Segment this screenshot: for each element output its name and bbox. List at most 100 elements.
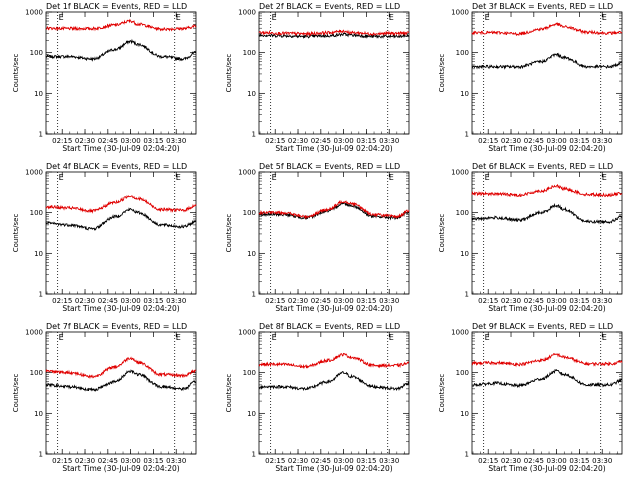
x-tick-label: 03:00 [334, 137, 354, 145]
y-tick-label: 100 [30, 369, 43, 377]
y-axis-label: Counts/sec [225, 54, 233, 93]
series-line-lld [258, 352, 410, 370]
detector-panel-3: Det 3f BLACK = Events, RED = LLD 1 10 100 10… [438, 2, 623, 153]
x-tick-label: 02:30 [75, 297, 95, 305]
y-tick-label: 100 [30, 49, 43, 57]
detector-panel-5: Det 5f BLACK = Events, RED = LLD 1 10 100 10… [225, 162, 410, 313]
series-line-events [471, 202, 623, 225]
y-axis-label: Counts/sec [438, 214, 446, 253]
x-tick-label: 03:30 [166, 137, 186, 145]
event-marker-label: E [602, 13, 607, 22]
y-axis-label: Counts/sec [225, 214, 233, 253]
detector-panel-9: Det 9f BLACK = Events, RED = LLD 1 10 100 10… [438, 322, 623, 473]
x-tick-label: 03:30 [166, 457, 186, 465]
detector-panel-1: Det 1f BLACK = Events, RED = LLD 1 10 100 10… [12, 2, 197, 153]
x-tick-label: 02:15 [265, 297, 285, 305]
event-marker-label: E [272, 173, 277, 182]
x-tick-label: 02:15 [478, 137, 498, 145]
y-tick-label: 100 [456, 369, 469, 377]
x-tick-label: 03:15 [569, 137, 589, 145]
series-line-events [258, 371, 410, 392]
detector-panel-7: Det 7f BLACK = Events, RED = LLD 1 10 100 10… [12, 322, 197, 473]
panel-title: Det 4f BLACK = Events, RED = LLD [46, 162, 187, 171]
x-tick-label: 03:30 [379, 457, 399, 465]
x-tick-label: 03:00 [334, 297, 354, 305]
x-tick-label: 03:00 [547, 297, 567, 305]
x-axis-label: Start Time (30-Jul-09 02:04:20) [275, 464, 392, 473]
event-marker-label: E [485, 13, 490, 22]
plot-frame [258, 331, 410, 455]
event-marker-label: E [176, 173, 181, 182]
y-axis-label: Counts/sec [12, 214, 20, 253]
plot-frame [45, 331, 197, 455]
plot-frame [45, 171, 197, 295]
x-tick-label: 02:45 [311, 137, 331, 145]
panel-title: Det 5f BLACK = Events, RED = LLD [259, 162, 400, 171]
series-line-lld [471, 353, 623, 368]
x-tick-label: 02:45 [98, 297, 118, 305]
x-tick-label: 03:30 [379, 297, 399, 305]
x-tick-label: 02:30 [501, 297, 521, 305]
y-tick-label: 100 [456, 209, 469, 217]
y-tick-label: 1000 [238, 9, 256, 17]
detector-panel-4: Det 4f BLACK = Events, RED = LLD 1 10 100 10… [12, 162, 197, 313]
panel-title: Det 9f BLACK = Events, RED = LLD [472, 322, 613, 331]
y-tick-label: 1 [39, 291, 43, 299]
x-tick-label: 03:15 [569, 297, 589, 305]
x-tick-label: 03:30 [592, 457, 612, 465]
panel-title: Det 7f BLACK = Events, RED = LLD [46, 322, 187, 331]
x-tick-label: 02:30 [75, 457, 95, 465]
y-tick-label: 1000 [238, 169, 256, 177]
x-tick-label: 02:15 [52, 457, 72, 465]
x-axis-label: Start Time (30-Jul-09 02:04:20) [62, 464, 179, 473]
y-tick-label: 1 [252, 291, 256, 299]
x-tick-label: 03:00 [121, 137, 141, 145]
x-tick-label: 03:15 [356, 297, 376, 305]
x-axis-label: Start Time (30-Jul-09 02:04:20) [62, 144, 179, 153]
y-tick-label: 1000 [238, 329, 256, 337]
event-marker-label: E [389, 333, 394, 342]
x-tick-label: 02:15 [265, 457, 285, 465]
y-tick-label: 100 [456, 49, 469, 57]
y-tick-label: 10 [247, 250, 256, 258]
y-axis-label: Counts/sec [12, 374, 20, 413]
x-tick-label: 02:15 [52, 297, 72, 305]
event-marker-label: E [176, 333, 181, 342]
x-tick-label: 02:15 [478, 457, 498, 465]
x-axis-label: Start Time (30-Jul-09 02:04:20) [275, 144, 392, 153]
y-tick-label: 10 [460, 410, 469, 418]
event-marker-label: E [272, 13, 277, 22]
x-tick-label: 03:15 [143, 297, 163, 305]
y-tick-label: 1000 [451, 329, 469, 337]
x-axis-label: Start Time (30-Jul-09 02:04:20) [488, 304, 605, 313]
x-tick-label: 02:30 [288, 457, 308, 465]
x-tick-label: 03:15 [356, 457, 376, 465]
y-tick-label: 1000 [25, 329, 43, 337]
y-tick-label: 1 [252, 131, 256, 139]
x-tick-label: 02:30 [288, 137, 308, 145]
x-tick-label: 02:45 [524, 137, 544, 145]
y-tick-label: 1 [252, 451, 256, 459]
y-tick-label: 1 [465, 291, 469, 299]
y-tick-label: 100 [243, 369, 256, 377]
x-tick-label: 03:30 [166, 297, 186, 305]
y-tick-label: 10 [34, 410, 43, 418]
event-marker-label: E [602, 333, 607, 342]
x-tick-label: 03:00 [121, 297, 141, 305]
event-marker-label: E [602, 173, 607, 182]
plot-frame [258, 11, 410, 135]
event-marker-label: E [59, 333, 64, 342]
detector-panel-6: Det 6f BLACK = Events, RED = LLD 1 10 100 10… [438, 162, 623, 313]
x-axis-label: Start Time (30-Jul-09 02:04:20) [275, 304, 392, 313]
y-axis-label: Counts/sec [438, 54, 446, 93]
series-line-lld [471, 183, 623, 198]
event-marker-label: E [485, 173, 490, 182]
y-tick-label: 1 [39, 451, 43, 459]
series-line-events [45, 369, 197, 392]
x-tick-label: 02:15 [52, 137, 72, 145]
x-tick-label: 02:30 [288, 297, 308, 305]
y-tick-label: 100 [30, 209, 43, 217]
y-tick-label: 1000 [25, 9, 43, 17]
event-marker-label: E [59, 173, 64, 182]
